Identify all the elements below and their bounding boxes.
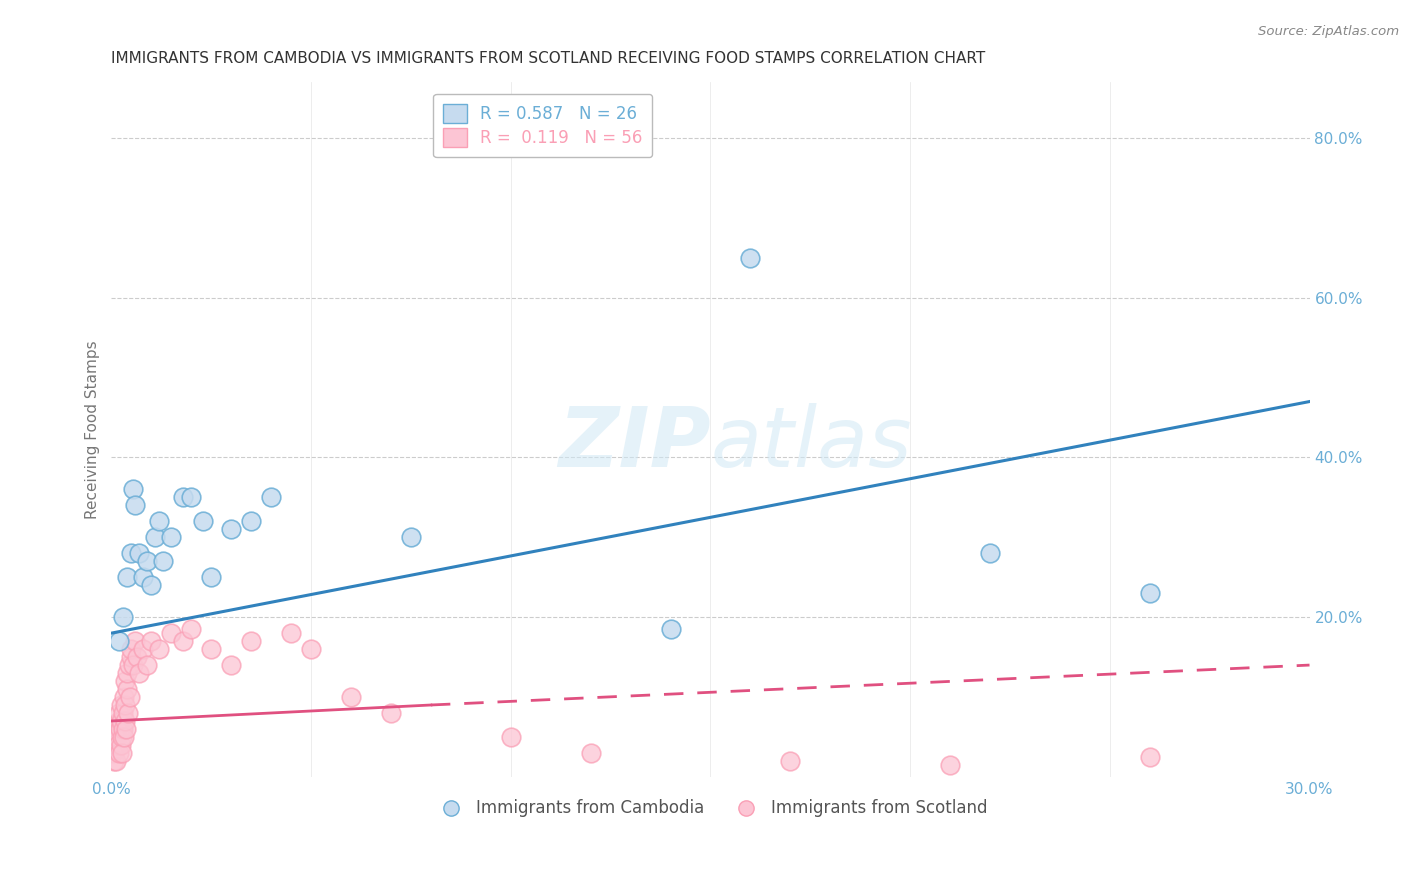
Point <box>104 742 127 756</box>
Point <box>117 666 139 681</box>
Point <box>200 570 222 584</box>
Point <box>104 738 127 752</box>
Point <box>939 757 962 772</box>
Point <box>111 722 134 736</box>
Point <box>659 622 682 636</box>
Point <box>122 658 145 673</box>
Point <box>111 730 134 744</box>
Point <box>148 642 170 657</box>
Point <box>240 514 263 528</box>
Point <box>107 730 129 744</box>
Point <box>107 714 129 728</box>
Text: atlas: atlas <box>710 403 912 483</box>
Point <box>118 690 141 704</box>
Point <box>117 706 139 720</box>
Text: ZIP: ZIP <box>558 403 710 483</box>
Point <box>219 658 242 673</box>
Point <box>105 754 128 768</box>
Text: Source: ZipAtlas.com: Source: ZipAtlas.com <box>1258 25 1399 38</box>
Point <box>280 626 302 640</box>
Point <box>112 610 135 624</box>
Point <box>740 251 762 265</box>
Point <box>132 570 155 584</box>
Y-axis label: Receiving Food Stamps: Receiving Food Stamps <box>86 340 100 519</box>
Point <box>128 546 150 560</box>
Point <box>103 746 125 760</box>
Point <box>114 698 136 712</box>
Point <box>579 746 602 760</box>
Point <box>120 546 142 560</box>
Legend: Immigrants from Cambodia, Immigrants from Scotland: Immigrants from Cambodia, Immigrants fro… <box>427 793 994 824</box>
Point <box>240 634 263 648</box>
Point <box>1139 750 1161 764</box>
Point <box>118 658 141 673</box>
Point <box>124 499 146 513</box>
Point <box>107 738 129 752</box>
Point <box>103 754 125 768</box>
Point <box>136 658 159 673</box>
Point <box>104 730 127 744</box>
Point <box>115 681 138 696</box>
Point <box>127 650 149 665</box>
Point <box>132 642 155 657</box>
Point <box>160 626 183 640</box>
Point <box>128 666 150 681</box>
Text: IMMIGRANTS FROM CAMBODIA VS IMMIGRANTS FROM SCOTLAND RECEIVING FOOD STAMPS CORRE: IMMIGRANTS FROM CAMBODIA VS IMMIGRANTS F… <box>111 51 986 66</box>
Point <box>110 714 132 728</box>
Point <box>136 554 159 568</box>
Point <box>152 554 174 568</box>
Point <box>499 730 522 744</box>
Point <box>108 706 131 720</box>
Point <box>112 730 135 744</box>
Point <box>160 530 183 544</box>
Point <box>979 546 1001 560</box>
Point <box>122 483 145 497</box>
Point <box>108 722 131 736</box>
Point <box>141 578 163 592</box>
Point <box>779 754 801 768</box>
Point <box>105 722 128 736</box>
Point <box>260 491 283 505</box>
Point <box>108 746 131 760</box>
Point <box>200 642 222 657</box>
Point <box>117 570 139 584</box>
Point <box>172 491 194 505</box>
Point <box>340 690 363 704</box>
Point <box>111 746 134 760</box>
Point <box>112 690 135 704</box>
Point <box>110 738 132 752</box>
Point <box>108 634 131 648</box>
Point <box>193 514 215 528</box>
Point <box>114 673 136 688</box>
Point <box>120 642 142 657</box>
Point <box>380 706 402 720</box>
Point <box>172 634 194 648</box>
Point <box>143 530 166 544</box>
Point <box>219 522 242 536</box>
Point <box>1139 586 1161 600</box>
Point <box>141 634 163 648</box>
Point <box>110 698 132 712</box>
Point <box>299 642 322 657</box>
Point <box>115 722 138 736</box>
Point <box>124 634 146 648</box>
Point <box>180 622 202 636</box>
Point <box>114 714 136 728</box>
Point <box>399 530 422 544</box>
Point <box>112 706 135 720</box>
Point <box>180 491 202 505</box>
Point <box>148 514 170 528</box>
Point <box>120 650 142 665</box>
